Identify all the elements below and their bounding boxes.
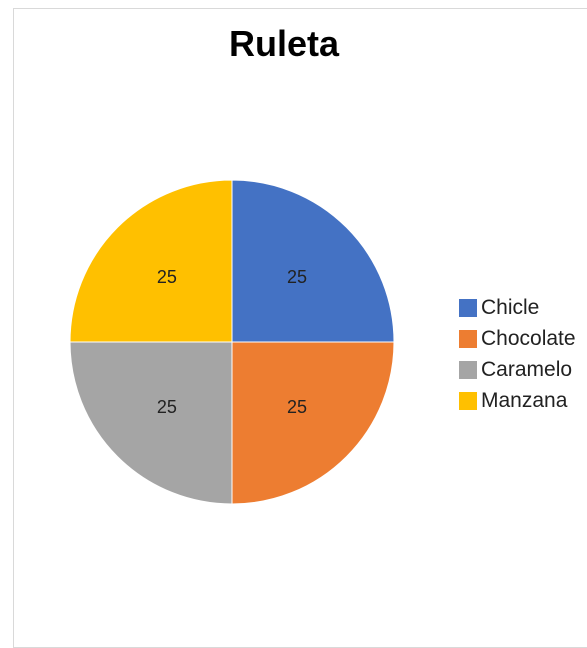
data-label: 25: [157, 397, 177, 417]
pie-slice-caramelo: [69, 341, 233, 505]
legend-item-chocolate: Chocolate: [459, 323, 576, 354]
legend-label: Chocolate: [481, 326, 576, 350]
legend-item-manzana: Manzana: [459, 385, 576, 416]
pie-slice-manzana: [69, 179, 233, 343]
data-label: 25: [287, 267, 307, 287]
data-label: 25: [157, 267, 177, 287]
legend-label: Caramelo: [481, 357, 573, 381]
legend-label: Manzana: [481, 388, 568, 412]
legend-label: Chicle: [481, 295, 540, 319]
chart-legend: Chicle Chocolate Caramelo Manzana: [459, 292, 576, 416]
legend-swatch: [459, 391, 477, 410]
legend-swatch: [459, 298, 477, 317]
pie-slice-chicle: [231, 179, 395, 343]
legend-swatch: [459, 360, 477, 379]
chart-title: Ruleta: [228, 23, 340, 64]
legend-swatch: [459, 329, 477, 348]
legend-item-caramelo: Caramelo: [459, 354, 576, 385]
data-label: 25: [287, 397, 307, 417]
pie-slice-chocolate: [231, 341, 395, 505]
pie-chart: 25 25 25 25: [69, 179, 395, 505]
legend-item-chicle: Chicle: [459, 292, 576, 323]
